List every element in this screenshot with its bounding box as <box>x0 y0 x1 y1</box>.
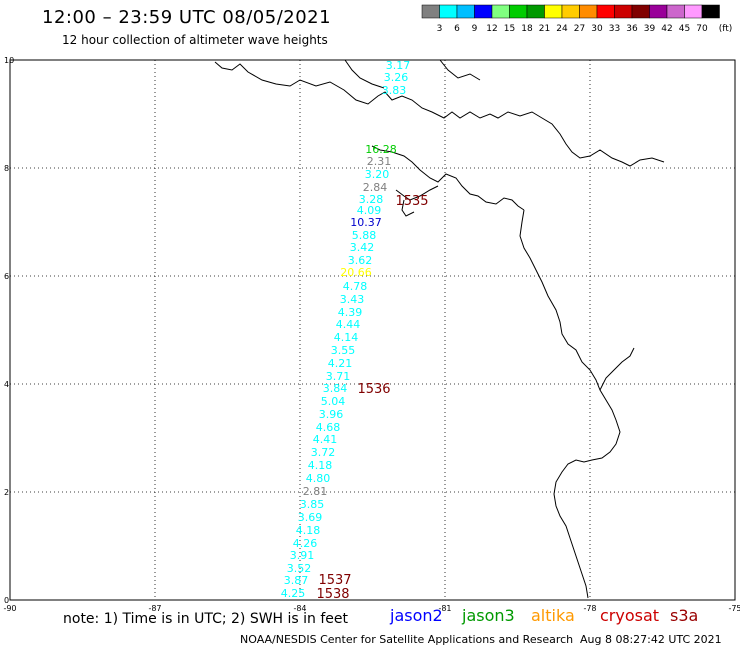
swh-value: 16.28 <box>365 143 397 156</box>
color-scale-tick: 6 <box>454 24 460 34</box>
swh-value: 3.17 <box>386 59 411 72</box>
lat-tick-label: 4 <box>4 380 9 389</box>
lon-tick-label: -75 <box>728 604 740 613</box>
swh-value: 3.26 <box>384 71 409 84</box>
swh-value: 20.66 <box>340 266 372 279</box>
latitude-tick-labels: 0 2 4 6 8 10 <box>4 56 14 605</box>
lat-tick-label: 6 <box>4 272 9 281</box>
swh-value: 4.09 <box>357 204 382 217</box>
satellite-s3a: s3a <box>670 606 699 625</box>
map-subtitle: 12 hour collection of altimeter wave hei… <box>62 33 328 47</box>
swh-value: 4.26 <box>293 537 318 550</box>
color-scale-tick: 30 <box>591 24 603 34</box>
color-scale-tick: 15 <box>504 24 515 34</box>
coastline <box>214 59 665 599</box>
color-scale-tick: 70 <box>696 24 708 34</box>
swh-value: 3.87 <box>284 574 309 587</box>
satellite-jason2: jason2 <box>390 606 443 625</box>
swh-value: 3.84 <box>323 382 348 395</box>
map-frame <box>9 59 736 601</box>
swh-value: 3.28 <box>359 193 384 206</box>
color-scale-tick: 18 <box>521 24 533 34</box>
color-swatch <box>701 4 720 19</box>
swh-value: 10.37 <box>350 216 382 229</box>
footer-note: note: 1) Time is in UTC; 2) SWH is in fe… <box>63 611 349 627</box>
swh-value: 4.68 <box>316 421 341 434</box>
swh-value: 3.72 <box>311 446 336 459</box>
swh-value: 4.14 <box>334 331 359 344</box>
swh-value: 3.69 <box>298 511 323 524</box>
color-scale-tick: 21 <box>539 24 550 34</box>
color-scale-legend: 3 6 9 12 15 18 21 24 27 30 33 36 39 42 45 70 (ft) <box>421 4 733 34</box>
swh-value: 5.04 <box>321 395 346 408</box>
satellite-altika: altika <box>531 606 575 625</box>
lat-lon-gridlines <box>10 60 735 600</box>
swh-value: 4.41 <box>313 433 338 446</box>
lon-tick-label: -81 <box>438 604 451 613</box>
color-scale-tick: 33 <box>609 24 620 34</box>
satellite-cryosat: cryosat <box>600 606 660 625</box>
swh-value: 3.20 <box>365 168 390 181</box>
swh-value: 3.42 <box>350 241 375 254</box>
satellite-jason3: jason3 <box>462 606 515 625</box>
color-scale-tick: 24 <box>556 24 568 34</box>
swh-value: 4.80 <box>306 472 331 485</box>
swh-value: 3.71 <box>326 370 351 383</box>
pass-time: 1537 <box>318 573 351 588</box>
lon-tick-label: -84 <box>293 604 306 613</box>
swh-value: 3.91 <box>290 549 315 562</box>
color-scale-tick: 39 <box>644 24 656 34</box>
color-scale-tick: 45 <box>679 24 690 34</box>
lat-tick-label: 2 <box>4 488 9 497</box>
lon-tick-label: -87 <box>148 604 161 613</box>
swh-value: 4.78 <box>343 280 368 293</box>
map-title: 12:00 – 23:59 UTC 08/05/2021 <box>42 7 332 28</box>
swh-value: 4.18 <box>308 459 333 472</box>
color-scale-tick: 42 <box>661 24 672 34</box>
swh-value: 3.96 <box>319 408 344 421</box>
swh-value: 3.43 <box>340 293 365 306</box>
lon-tick-label: -78 <box>583 604 596 613</box>
color-scale-tick: 27 <box>574 24 585 34</box>
swh-value: 3.85 <box>300 498 325 511</box>
swh-value: 2.84 <box>363 181 388 194</box>
swh-value: 4.44 <box>336 318 361 331</box>
swh-value: 2.31 <box>367 155 392 168</box>
footer-timestamp: Aug 8 08:27:42 UTC 2021 <box>580 633 722 646</box>
swh-value: 3.62 <box>348 254 373 267</box>
lat-tick-label: 8 <box>4 164 9 173</box>
pass-time: 1535 <box>395 194 428 209</box>
swh-value: 4.39 <box>338 306 363 319</box>
swh-value: 4.21 <box>328 357 353 370</box>
lat-tick-label: 10 <box>4 56 14 65</box>
swh-value: 4.18 <box>296 524 321 537</box>
swh-value: 3.83 <box>382 84 407 97</box>
color-scale-tick: 3 <box>437 24 443 34</box>
swh-value: 4.25 <box>281 587 306 600</box>
swh-value: 3.52 <box>287 562 312 575</box>
swh-value: 5.88 <box>352 229 377 242</box>
pass-time: 1536 <box>357 382 390 397</box>
color-scale-tick: 9 <box>472 24 478 34</box>
color-scale-unit: (ft) <box>719 24 733 34</box>
longitude-tick-labels: -90 -87 -84 -81 -78 -75 <box>3 604 740 613</box>
lat-tick-label: 0 <box>4 596 9 605</box>
footer-credit: NOAA/NESDIS Center for Satellite Applica… <box>240 633 574 646</box>
color-scale-tick: 12 <box>486 24 497 34</box>
pass-time: 1538 <box>316 587 349 602</box>
swh-observations: 3.173.263.83 16.282.313.202.843.284.0910.… <box>281 59 411 600</box>
color-scale-tick: 36 <box>626 24 638 34</box>
swh-value: 2.81 <box>303 485 328 498</box>
swh-value: 3.55 <box>331 344 356 357</box>
lon-tick-label: -90 <box>3 604 16 613</box>
